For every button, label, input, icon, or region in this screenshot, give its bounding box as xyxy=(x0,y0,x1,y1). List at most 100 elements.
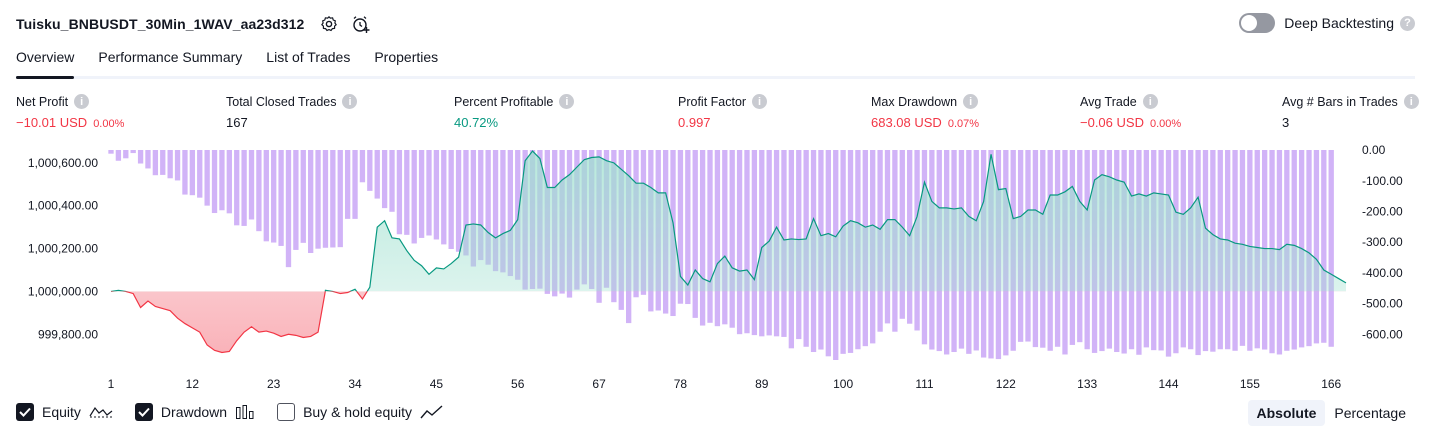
drawdown-bar xyxy=(330,150,336,248)
drawdown-bar xyxy=(1328,150,1334,347)
x-axis-tick-label: 111 xyxy=(915,377,934,391)
drawdown-bar xyxy=(152,150,159,176)
settings-icon[interactable] xyxy=(318,13,340,35)
drawdown-bar xyxy=(396,150,403,235)
stat-label: Percent Profitable xyxy=(454,94,554,109)
drawdown-bar xyxy=(160,150,166,175)
drawdown-bar xyxy=(381,150,388,209)
left-axis-tick-label: 1,000,000.00 xyxy=(28,284,98,298)
stat-value: 167 xyxy=(226,115,248,130)
drawdown-bar xyxy=(448,150,454,249)
drawdown-bar xyxy=(367,150,373,191)
left-axis-tick-label: 1,000,400.00 xyxy=(28,199,98,213)
right-axis-tick-label: -600.00 xyxy=(1362,327,1403,341)
equity-drawdown-chart[interactable]: 1,000,600.00 1,000,400.00 1,000,200.00 1,00… xyxy=(0,138,1431,398)
drawdown-bar xyxy=(285,150,292,268)
strategy-header: Tuisku_BNBUSDT_30Min_1WAV_aa23d312 xyxy=(16,13,372,35)
drawdown-bar xyxy=(241,150,247,226)
help-icon[interactable]: ? xyxy=(1400,15,1415,31)
drawdown-bar xyxy=(182,150,188,195)
x-axis-tick-label: 144 xyxy=(1158,377,1178,391)
stat-value: −10.01 USD xyxy=(16,115,88,130)
drawdown-bar xyxy=(263,150,269,242)
stat-label: Net Profit xyxy=(16,94,69,109)
info-icon[interactable]: i xyxy=(74,94,90,109)
x-axis-tick-label: 133 xyxy=(1077,377,1097,391)
percentage-mode-button[interactable]: Percentage xyxy=(1334,405,1406,421)
tab-list-of-trades[interactable]: List of Trades xyxy=(266,49,351,65)
absolute-mode-button[interactable]: Absolute xyxy=(1247,400,1326,426)
drawdown-bar xyxy=(130,150,136,154)
right-axis-tick-label: -100.00 xyxy=(1362,174,1403,188)
drawdown-bar xyxy=(707,150,713,323)
equity-checkbox[interactable] xyxy=(16,403,34,421)
drawdown-bar xyxy=(352,150,358,219)
drawdown-bar xyxy=(470,150,477,267)
tab-properties[interactable]: Properties xyxy=(374,49,439,65)
drawdown-bar xyxy=(293,150,299,250)
equity-line xyxy=(110,150,1347,354)
drawdown-bar xyxy=(204,150,210,206)
x-axis-tick-label: 166 xyxy=(1321,377,1341,391)
deep-backtesting-control: Deep Backtesting ? xyxy=(1239,13,1415,33)
drawdown-bar xyxy=(759,150,765,337)
x-axis-tick-label: 34 xyxy=(348,377,362,391)
drawdown-bar xyxy=(455,150,462,252)
drawdown-bar xyxy=(692,150,698,318)
drawdown-bar xyxy=(744,150,750,334)
right-axis: 0.00 -100.00 -200.00 -300.00 -400.00 -500.00 -… xyxy=(1362,143,1403,341)
stat-label: Profit Factor xyxy=(678,94,747,109)
drawdown-bar xyxy=(404,150,410,235)
stat-net-profit: Net Profit i −10.01 USD 0.00% xyxy=(16,94,124,130)
drawdown-bar xyxy=(699,150,706,326)
tab-overview[interactable]: Overview xyxy=(16,44,75,79)
left-axis-tick-label: 999,800.00 xyxy=(38,327,98,341)
drawdown-bar xyxy=(478,150,484,261)
drawdown-bar xyxy=(234,150,240,226)
stat-percent: 0.00% xyxy=(93,118,125,130)
info-icon[interactable]: i xyxy=(342,94,358,109)
info-icon[interactable]: i xyxy=(1403,94,1419,109)
info-icon[interactable]: i xyxy=(752,94,768,109)
stat-value: 0.997 xyxy=(678,115,711,130)
info-icon[interactable]: i xyxy=(1142,94,1158,109)
x-axis-tick-label: 1 xyxy=(108,377,115,391)
drawdown-bar xyxy=(145,150,151,169)
drawdown-bar xyxy=(189,150,196,196)
drawdown-bar xyxy=(751,150,758,336)
tab-performance-summary[interactable]: Performance Summary xyxy=(98,49,243,65)
drawdown-checkbox[interactable] xyxy=(134,403,153,421)
stat-value: 683.08 USD xyxy=(871,115,942,130)
drawdown-bar xyxy=(1313,150,1320,344)
info-icon[interactable]: i xyxy=(559,94,575,109)
legend-buy-hold-equity[interactable]: Buy & hold equity xyxy=(277,403,444,421)
drawdown-bar xyxy=(374,150,380,199)
drawdown-bar xyxy=(137,150,144,164)
x-axis-tick-label: 155 xyxy=(1240,377,1260,391)
drawdown-bar xyxy=(426,150,432,236)
legend-equity[interactable]: Equity xyxy=(16,403,113,421)
drawdown-bar xyxy=(507,150,513,277)
add-alert-icon[interactable] xyxy=(350,13,372,35)
deep-backtesting-toggle[interactable] xyxy=(1239,13,1276,33)
drawdown-bar xyxy=(167,150,173,179)
x-axis-tick-label: 56 xyxy=(511,377,525,391)
right-axis-tick-label: 0.00 xyxy=(1362,143,1386,157)
stat-percent-profitable: Percent Profitable i 40.72% xyxy=(454,94,575,130)
drawdown-bar xyxy=(441,150,447,245)
legend-drawdown[interactable]: Drawdown xyxy=(134,403,255,421)
right-axis-tick-label: -400.00 xyxy=(1362,266,1403,280)
drawdown-bar xyxy=(418,150,425,238)
buy-hold-line-icon xyxy=(420,404,444,420)
drawdown-bar xyxy=(685,150,691,305)
drawdown-bar xyxy=(433,150,440,240)
drawdown-bar xyxy=(211,150,218,214)
drawdown-bar xyxy=(278,150,284,246)
equity-loss-area xyxy=(111,291,1346,353)
drawdown-bar xyxy=(714,150,721,327)
stat-value: 40.72% xyxy=(454,115,499,130)
stat-label: Total Closed Trades xyxy=(226,94,337,109)
info-icon[interactable]: i xyxy=(963,94,979,109)
buy-hold-checkbox[interactable] xyxy=(277,403,296,421)
x-axis-tick-label: 12 xyxy=(186,377,200,391)
